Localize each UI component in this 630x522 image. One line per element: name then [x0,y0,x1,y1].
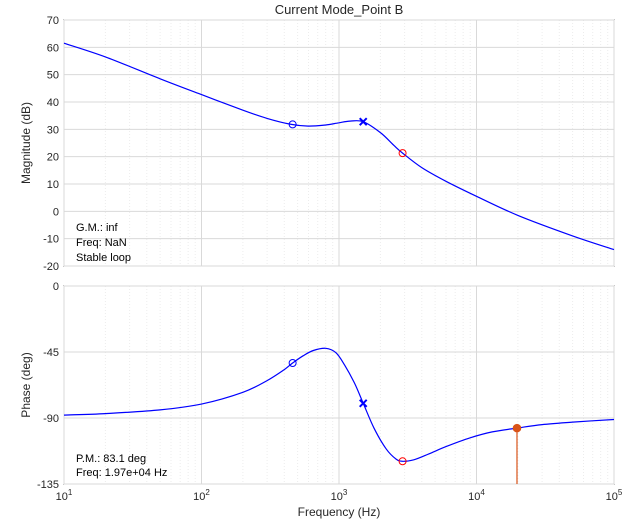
y-tick-label: -90 [43,413,59,425]
phase-margin-label: P.M.: 83.1 deg [76,453,146,465]
y-tick-label: 50 [47,70,59,82]
phase-series-line [63,347,615,462]
y-tick-label: 60 [47,42,59,54]
x-marker [359,399,368,408]
magnitude-y-label: Magnitude (dB) [19,102,33,184]
y-tick-label: 40 [47,97,59,109]
phase-axes: 0-45-90-135 101 102 103 104 105 Phase (deg) … [19,281,623,519]
mag-series-line [63,42,615,251]
stability-label: Stable loop [76,252,131,264]
dot-marker [512,423,522,433]
gain-margin-freq-label: Freq: NaN [76,237,127,249]
magnitude-markers [288,117,407,158]
y-tick-label: 20 [47,152,59,164]
x-tick-label: 105 [606,488,623,503]
x-tick-label: 101 [56,488,73,503]
y-tick-label: 0 [53,206,59,218]
phase-series [63,347,615,462]
phase-margin-freq-label: Freq: 1.97e+04 Hz [76,467,167,479]
circle-marker [288,120,297,129]
y-tick-label: -135 [37,479,59,491]
x-marker [359,117,368,126]
y-tick-label: 70 [47,15,59,27]
circle-marker [288,359,297,367]
circle-marker [398,149,407,158]
frequency-x-label: Frequency (Hz) [298,505,381,519]
y-tick-label: -10 [43,234,59,246]
y-tick-label: 0 [53,281,59,293]
magnitude-y-ticks: 70 60 50 40 30 20 10 0 -10 -20 [43,15,59,273]
phase-y-label: Phase (deg) [19,352,33,417]
y-tick-label: 30 [47,124,59,136]
magnitude-grid [63,19,615,267]
phase-grid [63,285,615,485]
circle-marker [398,457,407,466]
y-tick-label: -45 [43,347,59,359]
y-tick-label: -20 [43,261,59,273]
y-tick-label: 10 [47,179,59,191]
gain-margin-label: G.M.: inf [76,222,119,234]
frequency-x-ticks: 101 102 103 104 105 [56,488,623,503]
phase-y-ticks: 0 -45 -90 -135 [37,281,59,491]
x-tick-label: 104 [468,488,485,503]
magnitude-axes: 70 60 50 40 30 20 10 0 -10 -20 Magnitude (dB) G.M… [19,15,615,273]
x-tick-label: 102 [193,488,210,503]
x-tick-label: 103 [331,488,348,503]
phase-markers [288,359,522,484]
chart-title: Current Mode_Point B [275,2,404,17]
magnitude-series [63,42,615,251]
